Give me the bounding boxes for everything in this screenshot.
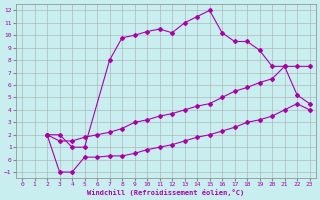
X-axis label: Windchill (Refroidissement éolien,°C): Windchill (Refroidissement éolien,°C) xyxy=(87,189,244,196)
